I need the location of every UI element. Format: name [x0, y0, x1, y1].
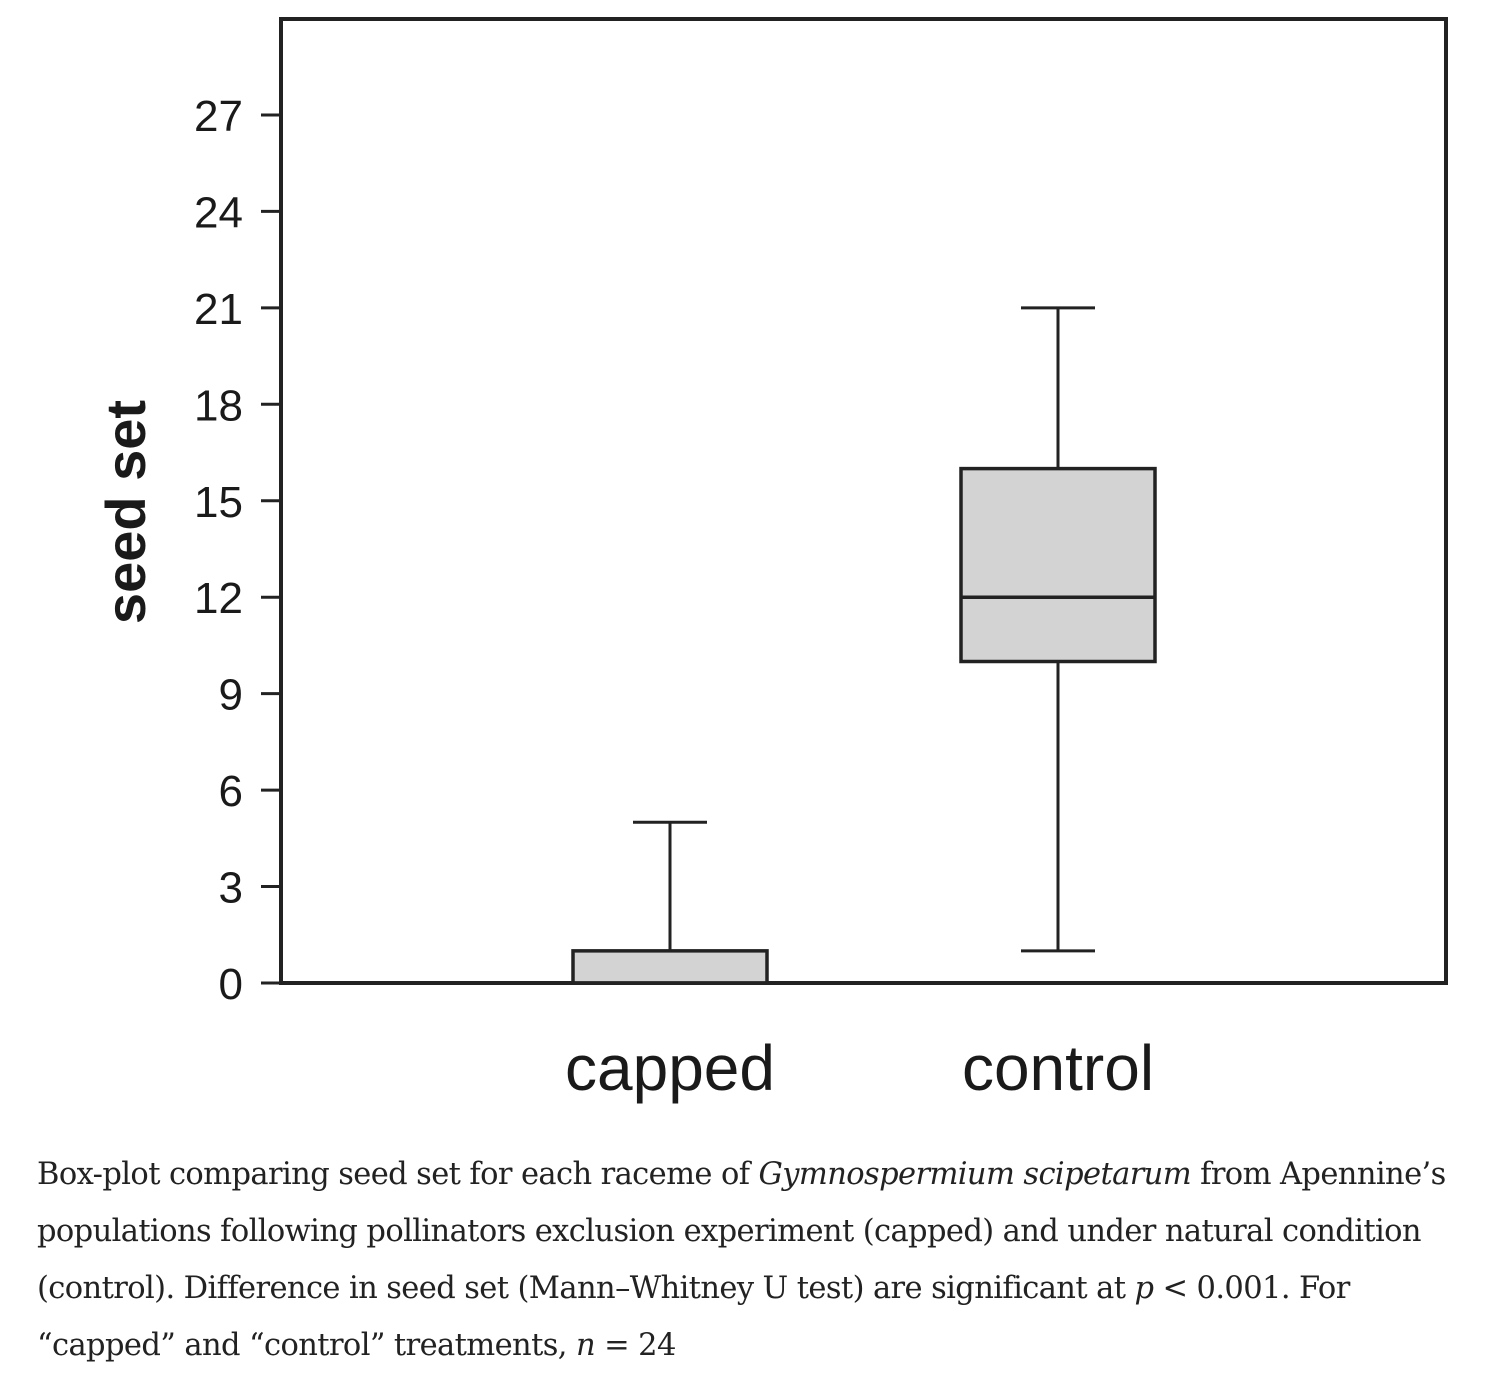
y-tick-label: 9 [219, 671, 243, 720]
x-category-label: capped [565, 1032, 775, 1104]
caption-part-4: = 24 [595, 1328, 676, 1363]
caption-n-symbol: n [575, 1328, 596, 1363]
y-tick-label: 15 [194, 478, 243, 527]
y-tick-label: 24 [194, 188, 243, 237]
x-axis-labels: capped control [565, 1032, 1154, 1104]
y-tick-label: 21 [194, 285, 243, 334]
figure-caption: Box-plot comparing seed set for each rac… [37, 1146, 1477, 1374]
y-tick-label: 6 [219, 767, 243, 816]
plot-frame [279, 17, 1448, 985]
x-category-label: control [962, 1032, 1154, 1104]
box-plot: 0 3 6 9 12 15 18 21 24 27 capped control seed set [94, 17, 1448, 1104]
y-tick-label: 0 [219, 960, 243, 1009]
y-axis: 0 3 6 9 12 15 18 21 24 27 [194, 92, 281, 1009]
y-tick-label: 3 [219, 864, 243, 913]
box-control [959, 306, 1157, 953]
box-iqr [571, 949, 769, 985]
y-tick-label: 27 [194, 92, 243, 141]
caption-part-1: Box-plot comparing seed set for each rac… [37, 1157, 759, 1192]
boxes [571, 306, 1157, 985]
y-axis-title: seed set [94, 400, 157, 624]
box-capped [571, 820, 769, 985]
caption-part-2: from Apennine’s populations following po… [37, 1157, 1446, 1306]
y-tick-label: 12 [194, 574, 243, 623]
caption-p-symbol: p [1134, 1271, 1154, 1306]
box-iqr [959, 466, 1157, 664]
caption-part-3: < 0.001. For “capped” and “control” trea… [37, 1271, 1350, 1363]
y-tick-label: 18 [194, 381, 243, 430]
caption-species: Gymnospermium scipetarum [758, 1157, 1192, 1192]
